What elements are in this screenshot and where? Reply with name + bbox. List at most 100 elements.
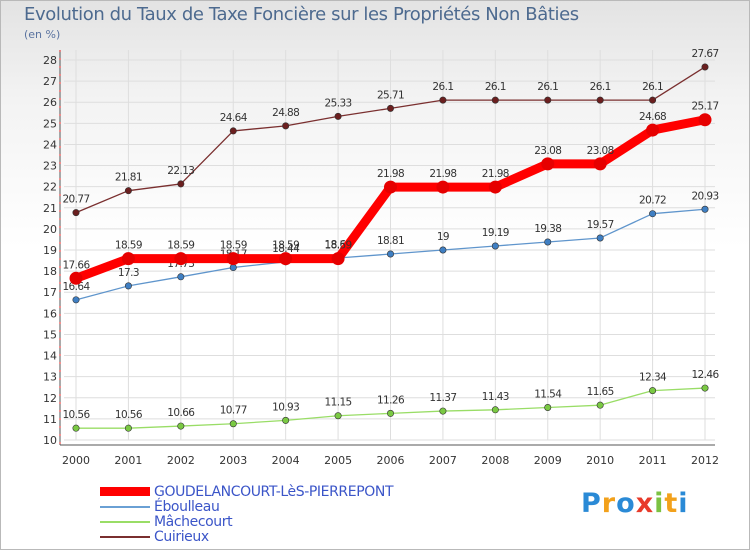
data-label: 26.1 [485,81,506,93]
data-point [72,209,80,217]
x-tick-label: 2001 [114,454,142,467]
data-label: 19.19 [482,227,509,239]
data-label: 19.57 [587,219,614,231]
data-label: 12.46 [691,369,719,381]
y-tick-label: 19 [43,244,57,257]
data-label: 10.56 [62,409,90,421]
data-point [439,96,447,104]
x-tick-label: 2012 [691,454,719,467]
data-label: 23.08 [587,145,614,157]
data-point [177,422,185,430]
y-tick-label: 21 [43,202,57,215]
y-tick-label: 20 [43,223,57,236]
data-label: 11.37 [429,392,456,404]
x-tick-label: 2005 [324,454,352,467]
data-point [701,384,709,392]
y-tick-label: 11 [43,413,57,426]
data-label: 26.1 [432,81,453,93]
legend-label: Mâchecourt [154,513,233,530]
data-point [229,420,237,428]
data-label: 19.38 [534,223,561,235]
x-tick-label: 2003 [219,454,247,467]
x-tick-label: 2000 [62,454,90,467]
data-label: 18.59 [325,240,352,252]
data-point [544,96,552,104]
data-label: 19 [437,231,449,243]
data-label: 26.1 [537,81,558,93]
data-point [386,409,394,417]
data-label: 16.64 [62,281,90,293]
y-tick-label: 28 [43,54,57,67]
data-label: 21.98 [429,168,456,180]
data-point [279,252,293,266]
y-tick-label: 12 [43,392,57,405]
data-label: 11.15 [325,397,352,409]
data-point [177,273,185,281]
y-tick-label: 15 [43,328,57,341]
data-point [593,157,607,171]
data-point [226,252,240,266]
y-tick-label: 26 [43,96,57,109]
x-tick-label: 2007 [429,454,457,467]
x-tick-label: 2002 [167,454,195,467]
y-tick-label: 13 [43,371,57,384]
data-label: 11.26 [377,394,405,406]
data-point [649,387,657,395]
legend-label: GOUDELANCOURT-LèS-PIERREPONT [154,483,394,500]
data-point [491,242,499,250]
logo-letter: P [581,488,602,519]
data-label: 21.81 [115,172,142,184]
chart-title: Evolution du Taux de Taxe Foncière sur l… [24,4,579,25]
x-tick-label: 2008 [481,454,509,467]
data-point [649,210,657,218]
legend-swatch [100,505,150,508]
data-point [124,424,132,432]
data-label: 10.77 [220,405,247,417]
data-label: 11.65 [587,386,614,398]
logo-letter: o [616,488,636,519]
data-label: 21.98 [377,168,404,180]
logo-letter: r [601,488,617,519]
y-tick-label: 18 [43,265,57,278]
data-point [386,250,394,258]
y-tick-label: 10 [43,434,57,447]
data-label: 10.93 [272,401,299,413]
data-label: 24.64 [220,112,248,124]
data-label: 18.59 [115,240,142,252]
data-point [121,252,135,266]
y-tick-label: 24 [43,138,57,151]
data-label: 11.54 [534,388,562,400]
data-label: 21.98 [482,168,509,180]
data-point [701,63,709,71]
data-point [282,416,290,424]
logo-letter: t [664,488,679,519]
data-label: 25.71 [377,89,404,101]
y-tick-label: 25 [43,117,57,130]
y-tick-label: 22 [43,181,57,194]
data-label: 22.13 [167,165,194,177]
data-label: 26.1 [642,81,663,93]
data-label: 27.67 [691,48,718,60]
data-point [72,296,80,304]
data-label: 17.3 [118,267,139,279]
y-tick-label: 14 [43,350,57,363]
data-point [491,406,499,414]
data-point [544,403,552,411]
data-label: 18.59 [167,240,194,252]
data-label: 12.34 [639,372,667,384]
data-point [596,96,604,104]
data-point [436,180,450,194]
legend-swatch [100,487,150,496]
x-tick-label: 2009 [534,454,562,467]
data-point [331,252,345,266]
data-point [174,252,188,266]
data-label: 23.08 [534,145,561,157]
legend-item: Cuirieux [100,529,393,545]
data-label: 20.72 [639,195,666,207]
logo-letter: x [635,488,655,519]
data-label: 17.66 [62,259,90,271]
data-point [124,282,132,290]
legend: GOUDELANCOURT-LèS-PIERREPONT Éboulleau Mâc… [100,483,394,545]
data-label: 24.88 [272,107,299,119]
